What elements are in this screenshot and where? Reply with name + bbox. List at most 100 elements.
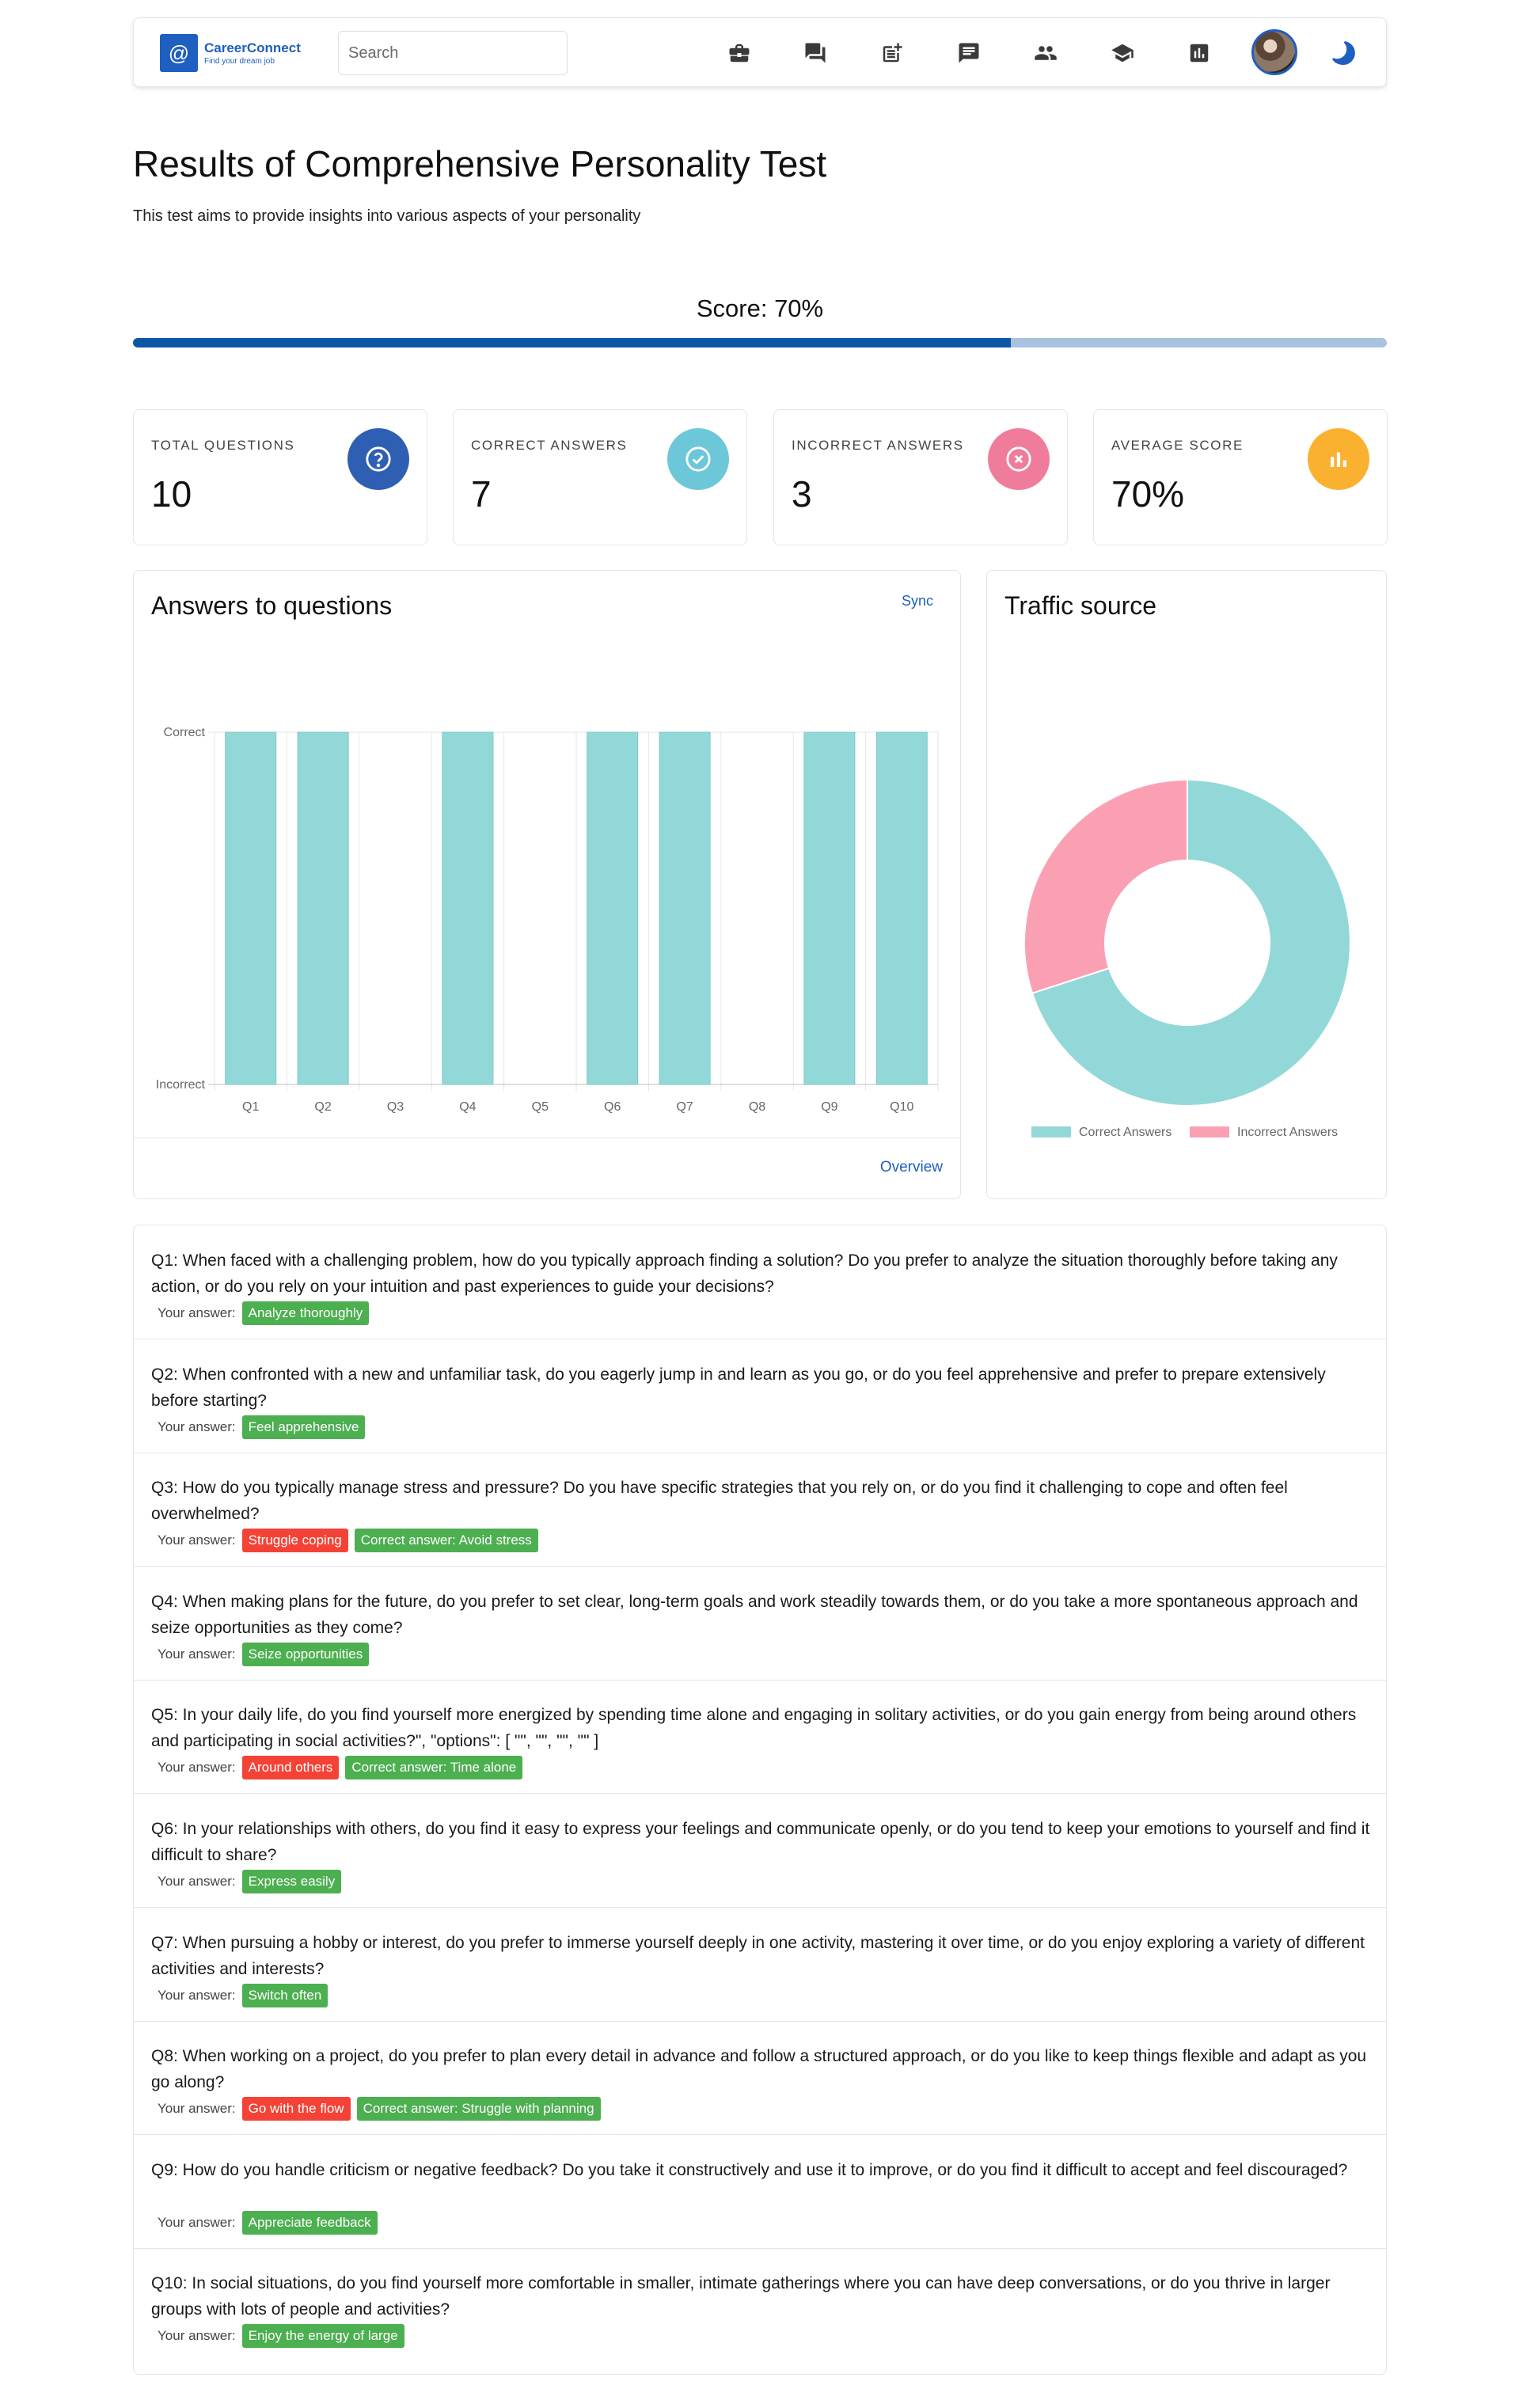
y-tick-label: Incorrect bbox=[156, 1078, 206, 1092]
legend-label[interactable]: Correct Answers bbox=[1079, 1126, 1172, 1139]
question-item-q10: Q10: In social situations, do you find y… bbox=[134, 2248, 1386, 2362]
x-tick-label: Q5 bbox=[532, 1100, 549, 1114]
stat-label: CORRECT ANSWERS bbox=[471, 438, 628, 453]
question-item-q8: Q8: When working on a project, do you pr… bbox=[134, 2021, 1386, 2135]
brand-tagline: Find your dream job bbox=[204, 56, 275, 66]
answer-badge-correct: Feel apprehensive bbox=[241, 1415, 366, 1439]
answer-badge-correct: Seize opportunities bbox=[241, 1643, 370, 1666]
question-text: Q4: When making plans for the future, do… bbox=[151, 1593, 1358, 1637]
question-text: Q7: When pursuing a hobby or interest, d… bbox=[151, 1934, 1365, 1978]
answers-chart-title: Answers to questions bbox=[151, 591, 393, 620]
brand-name: CareerConnect bbox=[204, 40, 301, 55]
x-tick-label: Q7 bbox=[676, 1100, 693, 1114]
score-label: Score: 70% bbox=[696, 294, 824, 322]
stat-label: TOTAL QUESTIONS bbox=[151, 438, 295, 453]
answer-badge-incorrect: Around others bbox=[241, 1756, 340, 1779]
x-tick-label: Q4 bbox=[459, 1100, 476, 1114]
top-navbar: @ CareerConnect Find your dream job bbox=[133, 17, 1387, 87]
bar-q4 bbox=[442, 731, 494, 1085]
briefcase-icon[interactable] bbox=[723, 37, 755, 69]
answers-bar-chart: Incorrect Correct Q1 Q2 Q3 Q4 Q5 Q6 Q7 Q8 Q9 Q10 bbox=[156, 726, 939, 1114]
close-circle-icon bbox=[988, 428, 1050, 490]
answer-row: Your answer: Express easily bbox=[158, 1870, 342, 1893]
bar-chart-icon bbox=[1308, 428, 1369, 490]
post-add-icon[interactable] bbox=[876, 37, 908, 69]
question-text: Q1: When faced with a challenging proble… bbox=[151, 1251, 1338, 1296]
your-answer-label: Your answer: bbox=[158, 2328, 236, 2343]
x-tick-label: Q9 bbox=[821, 1100, 837, 1114]
question-text: Q6: In your relationships with others, d… bbox=[151, 1820, 1370, 1864]
question-item-q7: Q7: When pursuing a hobby or interest, d… bbox=[134, 1908, 1386, 2022]
stat-label: AVERAGE SCORE bbox=[1111, 438, 1244, 453]
stat-value: 7 bbox=[471, 473, 492, 515]
stat-card-correct-answers: CORRECT ANSWERS 7 bbox=[453, 409, 747, 545]
overview-link[interactable]: Overview bbox=[879, 1159, 943, 1176]
score-progress-fill bbox=[133, 338, 1011, 348]
your-answer-label: Your answer: bbox=[158, 1419, 236, 1434]
analytics-icon[interactable] bbox=[1183, 37, 1215, 69]
user-avatar[interactable] bbox=[1251, 29, 1297, 75]
answer-row: Your answer: Go with the flow Correct answ… bbox=[158, 2097, 601, 2121]
bar-q1 bbox=[225, 731, 277, 1085]
x-tick-label: Q10 bbox=[890, 1100, 913, 1114]
answer-badge-correct: Switch often bbox=[241, 1984, 328, 2007]
answer-row: Your answer: Enjoy the energy of large bbox=[158, 2324, 404, 2348]
question-item-q2: Q2: When confronted with a new and unfam… bbox=[134, 1339, 1386, 1453]
donut-slice-incorrect-answers bbox=[1023, 778, 1188, 994]
question-text: Q5: In your daily life, do you find your… bbox=[151, 1706, 1357, 1750]
answer-badge-correct: Appreciate feedback bbox=[241, 2211, 378, 2235]
answer-row: Your answer: Switch often bbox=[158, 1984, 328, 2007]
x-tick-label: Q8 bbox=[749, 1100, 765, 1114]
your-answer-label: Your answer: bbox=[158, 1988, 236, 2003]
correct-answer-badge: Correct answer: Avoid stress bbox=[354, 1529, 538, 1552]
answer-badge-correct: Express easily bbox=[241, 1870, 342, 1893]
answer-row: Your answer: Seize opportunities bbox=[158, 1643, 370, 1666]
chat-icon[interactable] bbox=[953, 37, 985, 69]
answers-chart-card: Answers to questions Sync Incorrect Corre… bbox=[133, 570, 961, 1199]
answer-badge-incorrect: Go with the flow bbox=[241, 2097, 351, 2121]
x-tick-label: Q6 bbox=[604, 1100, 621, 1114]
question-text: Q10: In social situations, do you find y… bbox=[151, 2274, 1331, 2319]
stat-card-incorrect-answers: INCORRECT ANSWERS 3 bbox=[773, 409, 1068, 545]
your-answer-label: Your answer: bbox=[158, 1305, 236, 1320]
logo-at-icon: @ bbox=[160, 34, 198, 72]
traffic-donut-chart: Correct Answers Incorrect Answers bbox=[1023, 778, 1351, 1139]
question-item-q5: Q5: In your daily life, do you find your… bbox=[134, 1680, 1386, 1794]
forum-icon[interactable] bbox=[799, 37, 831, 69]
bar-q2 bbox=[297, 731, 349, 1085]
sync-button[interactable]: Sync bbox=[901, 593, 933, 609]
answers-card-footer: Overview bbox=[134, 1138, 960, 1198]
score-progress-bar bbox=[133, 338, 1387, 348]
stat-card-average-score: AVERAGE SCORE 70% bbox=[1093, 409, 1388, 545]
traffic-source-title: Traffic source bbox=[1004, 591, 1157, 620]
page-title: Results of Comprehensive Personality Tes… bbox=[133, 143, 827, 184]
people-icon[interactable] bbox=[1030, 37, 1061, 69]
dark-mode-toggle-moon-icon[interactable] bbox=[1329, 39, 1358, 67]
x-tick-label: Q2 bbox=[314, 1100, 331, 1114]
answer-row: Your answer: Appreciate feedback bbox=[158, 2211, 378, 2235]
your-answer-label: Your answer: bbox=[158, 1874, 236, 1889]
question-item-q1: Q1: When faced with a challenging proble… bbox=[134, 1225, 1386, 1339]
stat-value: 70% bbox=[1111, 473, 1185, 515]
help-circle-icon bbox=[347, 428, 409, 490]
legend-label[interactable]: Incorrect Answers bbox=[1237, 1126, 1338, 1139]
brand-logo[interactable]: @ CareerConnect Find your dream job bbox=[160, 34, 301, 72]
x-tick-label: Q3 bbox=[387, 1100, 404, 1114]
x-tick-label: Q1 bbox=[242, 1100, 259, 1114]
your-answer-label: Your answer: bbox=[158, 2215, 236, 2230]
your-answer-label: Your answer: bbox=[158, 1760, 236, 1775]
question-item-q4: Q4: When making plans for the future, do… bbox=[134, 1567, 1386, 1681]
legend-swatch bbox=[1031, 1126, 1071, 1138]
question-text: Q2: When confronted with a new and unfam… bbox=[151, 1365, 1326, 1410]
school-icon[interactable] bbox=[1107, 37, 1138, 69]
search-input[interactable] bbox=[338, 31, 568, 75]
answer-row: Your answer: Around others Correct answer:… bbox=[158, 1756, 523, 1779]
correct-answer-badge: Correct answer: Time alone bbox=[345, 1756, 523, 1779]
question-text: Q8: When working on a project, do you pr… bbox=[151, 2047, 1367, 2091]
answer-badge-incorrect: Struggle coping bbox=[241, 1529, 348, 1552]
answer-row: Your answer: Feel apprehensive bbox=[158, 1415, 366, 1439]
stat-value: 3 bbox=[792, 473, 812, 515]
answer-badge-correct: Analyze thoroughly bbox=[241, 1301, 370, 1325]
stat-value: 10 bbox=[151, 473, 192, 515]
legend-swatch bbox=[1190, 1126, 1229, 1138]
